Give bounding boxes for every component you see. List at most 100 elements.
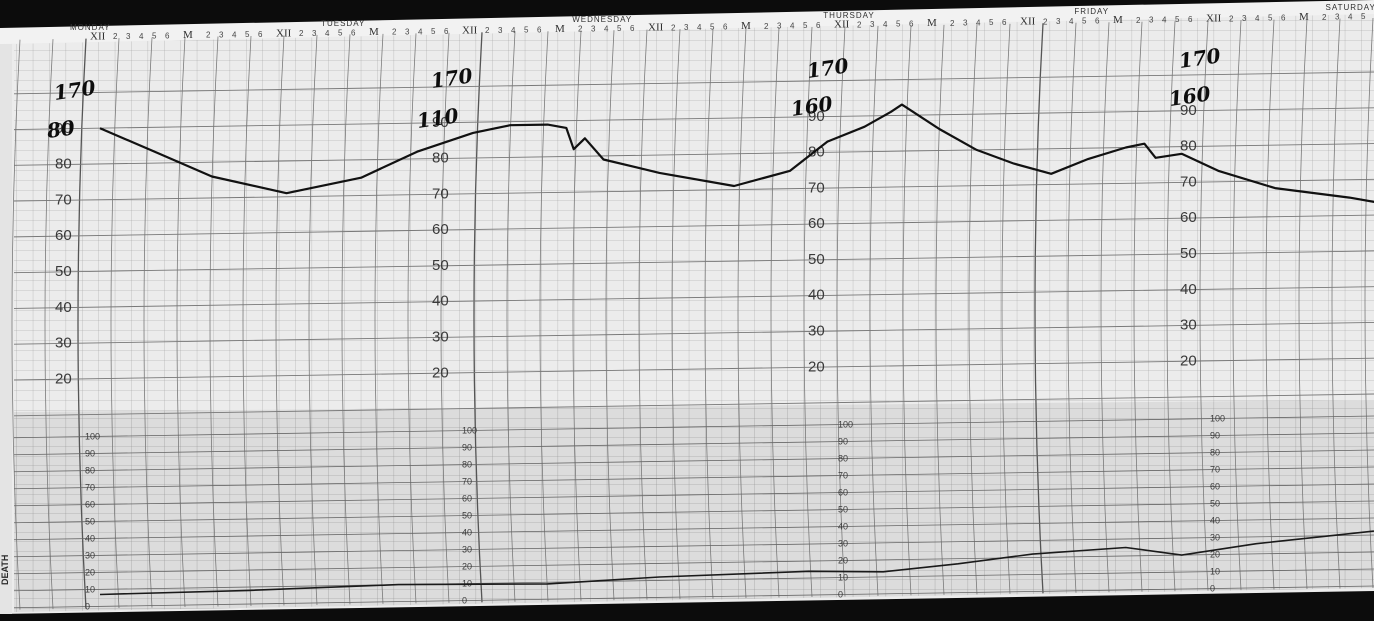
hour-tick: 2 <box>485 26 490 35</box>
upper-value-line <box>13 286 1374 309</box>
hour-tick: 2 <box>113 32 118 41</box>
time-arc <box>671 29 681 600</box>
handwritten-note: 170 <box>1177 43 1222 73</box>
hour-tick: 4 <box>883 20 888 29</box>
hour-tick: 4 <box>232 30 237 39</box>
upper-scale-tick: 50 <box>808 251 825 268</box>
day-label: THURSDAY <box>823 11 874 20</box>
lower-scale-tick: 30 <box>85 551 95 561</box>
day-label: TUESDAY <box>321 19 365 28</box>
hour-mark: XII <box>276 28 292 40</box>
day-label: FRIDAY <box>1074 7 1109 16</box>
lower-scale-tick: 10 <box>838 573 848 583</box>
hour-mark: XII <box>648 22 664 34</box>
lower-scale-tick: 60 <box>462 494 472 504</box>
hour-tick: 4 <box>325 29 330 38</box>
hour-tick: 5 <box>1175 15 1180 24</box>
handwritten-note: 170 <box>429 63 474 93</box>
hour-tick: 2 <box>671 23 676 32</box>
hour-tick: 4 <box>976 18 981 27</box>
hour-tick: 3 <box>498 26 503 35</box>
hour-mark: XII <box>1020 16 1036 28</box>
lower-value-line <box>13 568 1374 592</box>
lower-grid-lines <box>14 400 1374 612</box>
time-arc <box>308 34 318 605</box>
handwritten-note: 160 <box>789 91 834 121</box>
upper-scale-tick: 30 <box>1180 317 1197 334</box>
hour-tick: 5 <box>245 30 250 39</box>
side-strip-label: DEATH <box>0 555 10 585</box>
hour-tick: 2 <box>857 20 862 29</box>
lower-scale-tick: 70 <box>85 483 95 493</box>
upper-value-line <box>13 71 1374 95</box>
lower-scale-tick: 50 <box>838 505 848 515</box>
recorded-traces <box>99 103 1374 596</box>
hour-tick: 4 <box>1255 14 1260 23</box>
hour-mark: M <box>183 29 193 41</box>
value-scales: 9080706050403020100908070605040302010090… <box>55 102 1225 612</box>
lower-scale-tick: 30 <box>838 539 848 549</box>
time-arc <box>638 29 648 600</box>
hour-tick: 3 <box>1242 14 1247 23</box>
upper-scale-tick: 70 <box>1180 173 1197 190</box>
lower-value-line <box>13 517 1374 541</box>
lower-scale-tick: 10 <box>85 585 95 595</box>
hour-tick: 3 <box>1056 17 1061 26</box>
upper-scale-tick: 40 <box>55 299 72 316</box>
hour-tick: 6 <box>1095 16 1100 25</box>
lower-scale-tick: 80 <box>838 454 848 464</box>
lower-scale-tick: 100 <box>85 432 100 442</box>
hour-tick: 5 <box>338 29 343 38</box>
lower-value-line <box>13 415 1374 439</box>
time-arc <box>935 24 945 595</box>
time-arc <box>143 37 153 608</box>
lower-scale-tick: 60 <box>838 488 848 498</box>
hour-tick: 5 <box>989 18 994 27</box>
lower-value-line <box>13 551 1374 575</box>
hour-tick: 5 <box>431 27 436 36</box>
upper-scale-tick: 30 <box>55 335 72 352</box>
hour-tick: 3 <box>1335 13 1340 22</box>
upper-scale-tick: 20 <box>432 364 449 381</box>
upper-scale-tick: 80 <box>1180 138 1197 155</box>
lower-scale-tick: 30 <box>1210 533 1220 543</box>
time-arc <box>1100 22 1110 593</box>
upper-scale-tick: 50 <box>432 257 449 274</box>
hour-tick: 4 <box>139 32 144 41</box>
time-header <box>0 0 1374 44</box>
lower-scale-tick: 70 <box>838 471 848 481</box>
upper-scale-tick: 80 <box>432 150 449 167</box>
lower-scale-tick: 80 <box>462 460 472 470</box>
time-arc <box>803 26 813 598</box>
time-arc <box>1331 18 1341 589</box>
lower-scale-tick: 0 <box>838 590 843 600</box>
hour-mark: M <box>927 17 937 29</box>
lower-scale-tick: 70 <box>462 477 472 487</box>
time-header-labels: MONDAY TUESDAY WEDNESDAY THURSDAY FRIDAY SATU… <box>70 3 1374 43</box>
time-arc <box>869 25 879 596</box>
upper-value-line <box>13 393 1374 417</box>
lower-scale-tick: 80 <box>1210 448 1220 458</box>
upper-scale-tick: 70 <box>808 179 825 196</box>
day-label: WEDNESDAY <box>572 15 632 24</box>
time-arc <box>473 32 483 603</box>
lower-scale-tick: 0 <box>85 602 90 612</box>
upper-scale-tick: 90 <box>808 108 825 125</box>
hour-tick: 5 <box>1082 17 1087 26</box>
lower-scale-tick: 30 <box>462 545 472 555</box>
lower-scale-tick: 20 <box>838 556 848 566</box>
hour-mark: M <box>741 20 751 32</box>
day-label: SATURDAY <box>1326 3 1374 12</box>
time-arc <box>704 28 714 599</box>
hour-tick: 2 <box>206 31 211 40</box>
time-arc <box>770 27 780 598</box>
handwritten-note: 170 <box>805 53 850 83</box>
time-arc <box>1067 22 1077 593</box>
upper-scale-tick: 90 <box>1180 102 1197 119</box>
hour-tick: 6 <box>816 21 821 30</box>
hour-tick: 6 <box>258 30 263 39</box>
time-arc <box>1166 21 1176 592</box>
upper-value-line <box>13 214 1374 238</box>
hour-tick: 6 <box>1188 15 1193 24</box>
lower-scale-tick: 40 <box>838 522 848 532</box>
